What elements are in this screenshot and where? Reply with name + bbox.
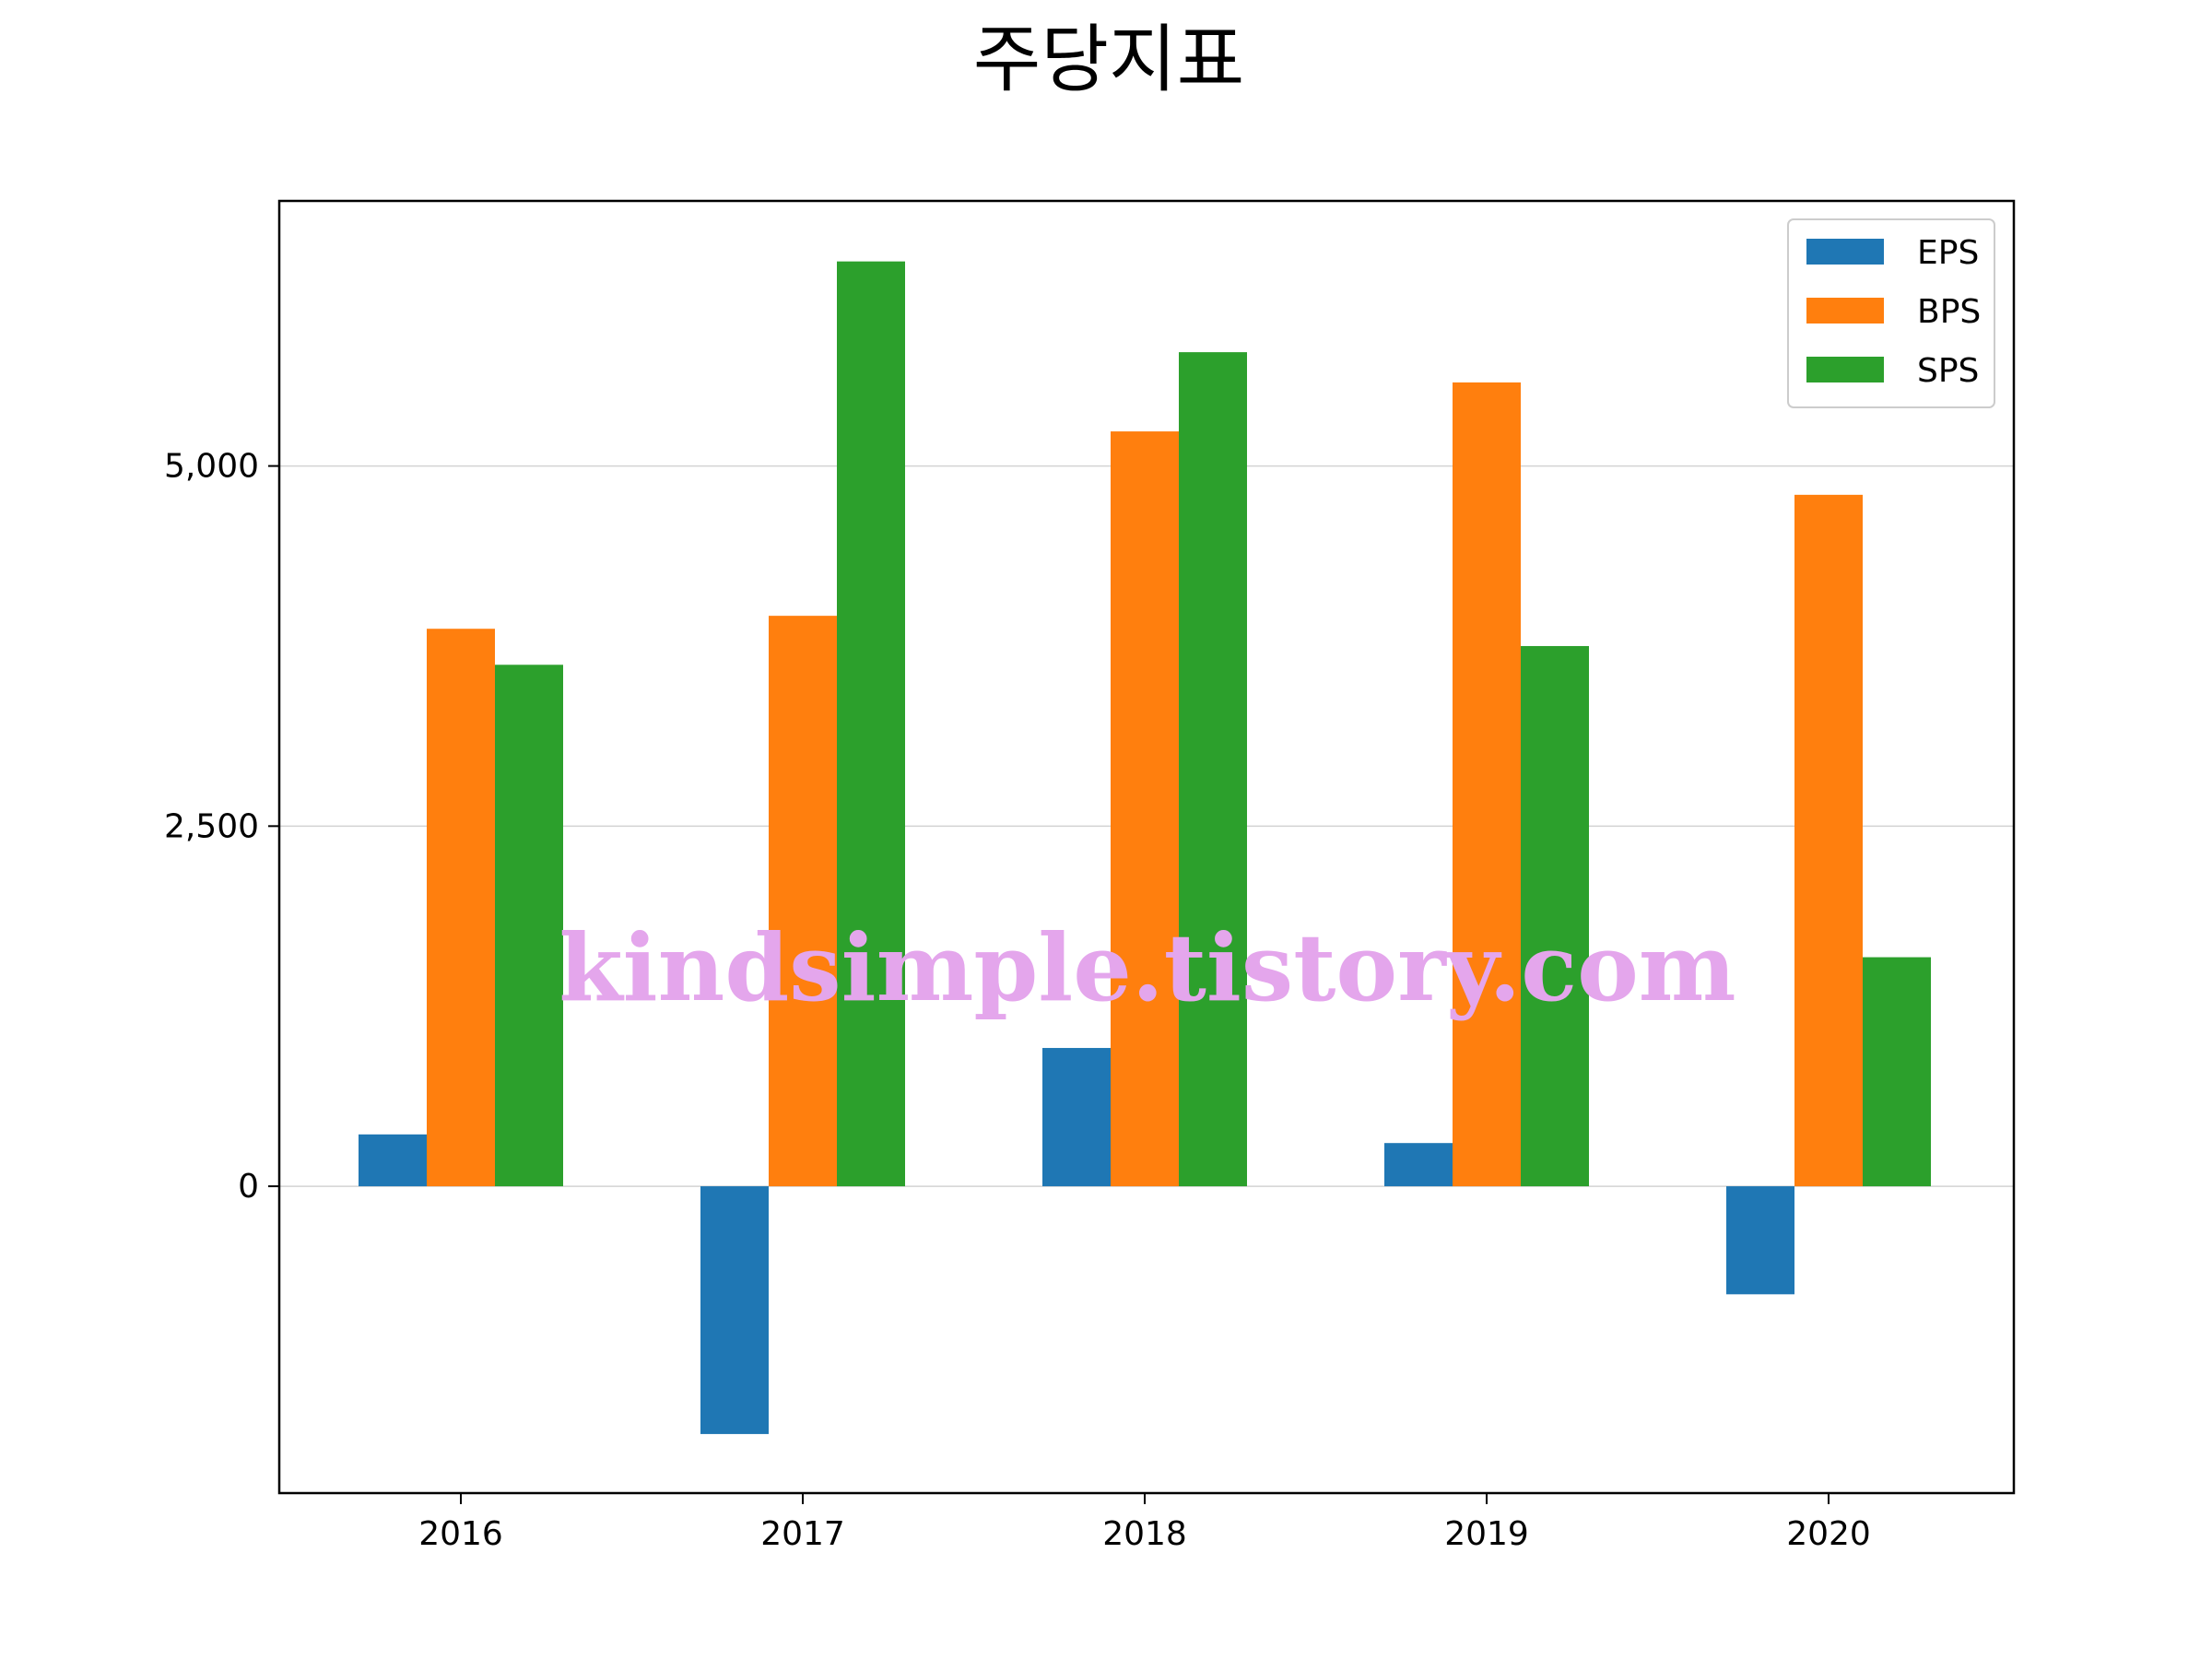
chart-title: 주당지표 [973, 17, 1244, 102]
bar-eps-2017 [700, 1186, 769, 1434]
x-axis: 2016 2017 2018 2019 2020 [418, 1493, 1871, 1553]
bar-bps-2020 [1794, 494, 1863, 1187]
bar-bps-2019 [1453, 382, 1521, 1187]
y-tick-label: 2,500 [164, 807, 259, 845]
bar-sps-2017 [837, 261, 905, 1187]
x-tick-label: 2020 [1786, 1515, 1871, 1553]
bar-eps-2016 [359, 1134, 427, 1187]
legend-swatch-sps [1806, 357, 1884, 382]
legend-label-sps: SPS [1917, 352, 1979, 390]
legend-label-bps: BPS [1917, 293, 1981, 331]
legend: EPS BPS SPS [1787, 218, 1995, 408]
y-axis: 0 2,500 5,000 [164, 448, 279, 1206]
x-tick-label: 2017 [760, 1515, 845, 1553]
legend-label-eps: EPS [1917, 234, 1979, 272]
legend-swatch-bps [1806, 298, 1884, 324]
bar-eps-2020 [1726, 1186, 1794, 1295]
bar-bps-2016 [427, 629, 495, 1187]
x-tick-label: 2016 [418, 1515, 503, 1553]
bar-sps-2016 [495, 665, 563, 1187]
bars [359, 261, 1931, 1434]
legend-swatch-eps [1806, 239, 1884, 265]
bar-eps-2018 [1042, 1048, 1111, 1187]
x-tick-label: 2018 [1102, 1515, 1187, 1553]
watermark: kindsimple.tistory.com [559, 913, 1735, 1022]
x-tick-label: 2019 [1444, 1515, 1529, 1553]
plot-frame [277, 199, 2016, 1495]
bar-bps-2017 [769, 616, 837, 1187]
bar-eps-2019 [1384, 1143, 1453, 1187]
bar-sps-2018 [1179, 352, 1247, 1187]
y-tick-label: 0 [238, 1168, 259, 1206]
bar-sps-2020 [1863, 957, 1931, 1187]
bar-bps-2018 [1111, 431, 1179, 1187]
y-tick-label: 5,000 [164, 448, 259, 486]
bar-sps-2019 [1521, 645, 1589, 1187]
